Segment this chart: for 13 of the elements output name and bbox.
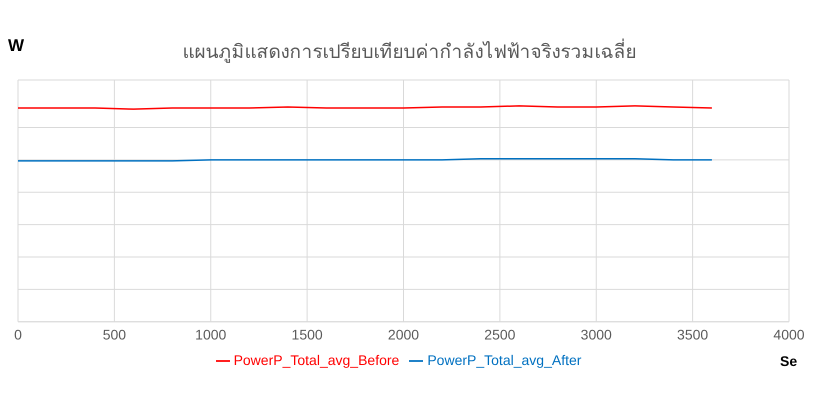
legend-label: PowerP_Total_avg_Before <box>234 352 400 368</box>
x-tick-label: 500 <box>102 326 126 343</box>
x-tick-label: 2500 <box>484 326 516 343</box>
x-axis-title: Se <box>780 353 798 369</box>
x-tick-label: 3000 <box>580 326 612 343</box>
x-tick-label: 1000 <box>195 326 227 343</box>
x-tick-label: 0 <box>14 326 22 343</box>
x-tick-label: 4000 <box>773 326 805 343</box>
x-tick-label: 3500 <box>677 326 708 343</box>
y-axis-title: W <box>8 36 24 56</box>
x-tick-label: 2000 <box>388 326 420 343</box>
legend-label: PowerP_Total_avg_After <box>427 352 582 368</box>
x-tick-label: 1500 <box>292 326 323 343</box>
